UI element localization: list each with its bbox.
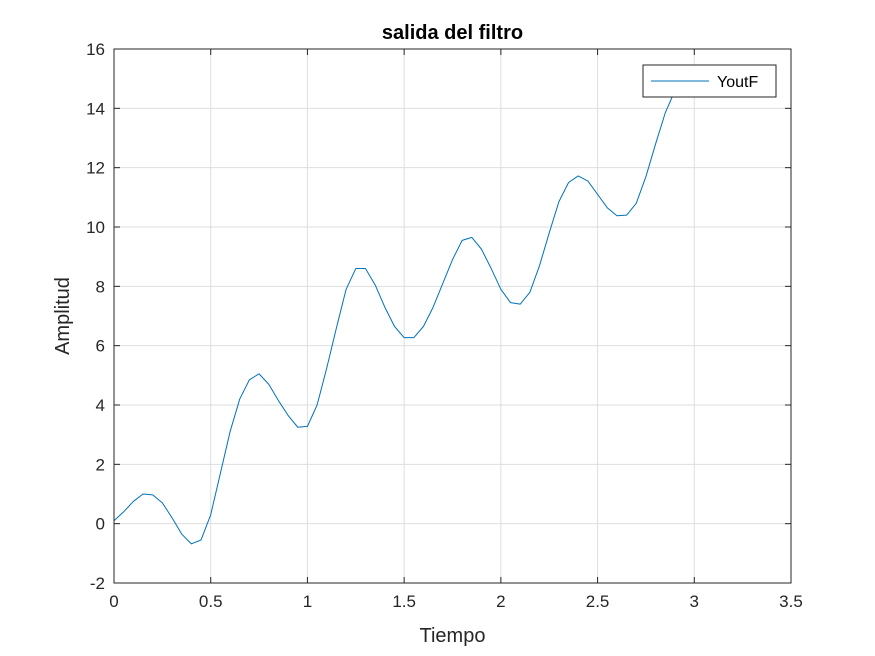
series-layer	[113, 90, 676, 545]
y-tick-label-5: 8	[96, 277, 105, 296]
x-tick-label-2: 1	[303, 592, 312, 611]
y-tick-label-2: 2	[96, 455, 105, 474]
x-tick-label-7: 3.5	[779, 592, 803, 611]
x-tick-label-5: 2.5	[586, 592, 610, 611]
x-tick-label-4: 2	[496, 592, 505, 611]
series-line-0	[113, 90, 676, 545]
y-axis-label: Amplitud	[52, 277, 74, 355]
x-axis-label: Tiempo	[420, 625, 486, 647]
y-tick-label-6: 10	[86, 218, 105, 237]
legend: YoutF	[642, 64, 777, 98]
y-tick-label-3: 4	[96, 396, 105, 415]
plot-area	[114, 49, 791, 583]
legend-entry-youtf: YoutF	[717, 74, 758, 91]
y-tick-label-1: 0	[96, 515, 105, 534]
y-tick-label-0: -2	[90, 574, 105, 593]
y-tick-label-4: 6	[96, 337, 105, 356]
axes	[113, 48, 792, 584]
axes-box	[113, 48, 792, 584]
y-tick-label-7: 12	[86, 159, 105, 178]
y-tick-label-8: 14	[86, 99, 105, 118]
x-tick-label-6: 3	[690, 592, 699, 611]
x-tick-label-0: 0	[109, 592, 118, 611]
chart-title: salida del filtro	[382, 22, 523, 44]
y-tick-label-9: 16	[86, 40, 105, 59]
x-tick-label-3: 1.5	[392, 592, 416, 611]
x-tick-label-1: 0.5	[199, 592, 223, 611]
